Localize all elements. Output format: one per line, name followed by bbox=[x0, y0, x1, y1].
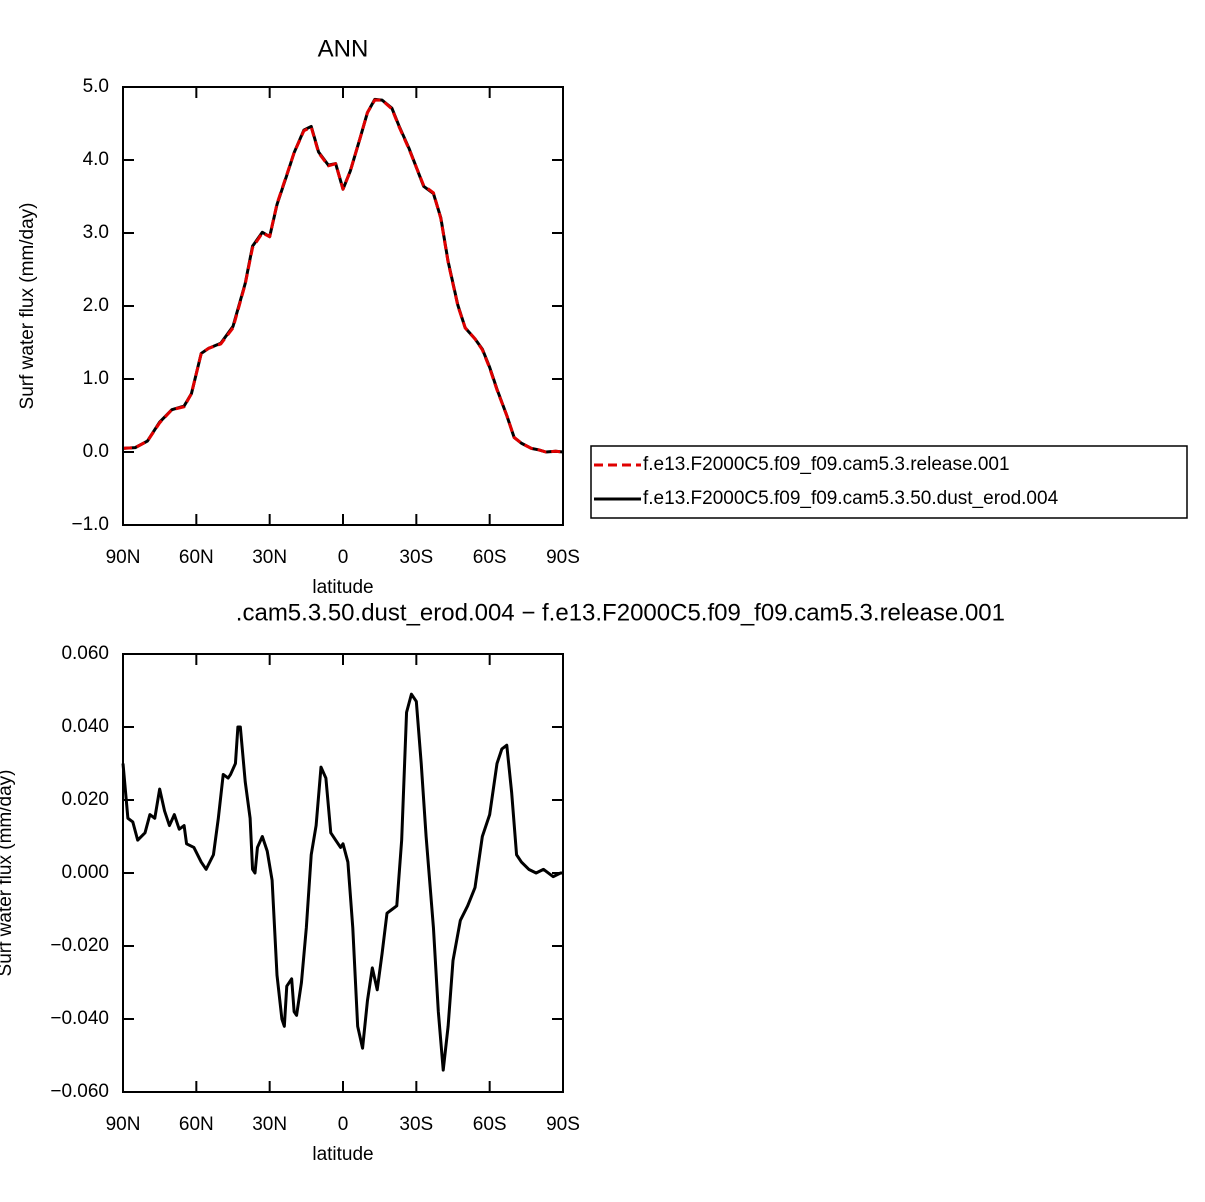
plot-frame bbox=[122, 86, 564, 526]
y-tick-label: 0.000 bbox=[61, 862, 109, 883]
x-tick-label: 30S bbox=[399, 1114, 433, 1135]
plot-frame bbox=[122, 653, 564, 1093]
x-tick-label: 30N bbox=[252, 547, 287, 568]
x-tick-label: 0 bbox=[338, 1114, 349, 1135]
y-tick-label: 0.0 bbox=[83, 441, 109, 462]
y-tick-label: 1.0 bbox=[83, 368, 109, 389]
x-tick-label: 30S bbox=[399, 547, 433, 568]
y-tick-label: 0.040 bbox=[61, 716, 109, 737]
x-tick-label: 30N bbox=[252, 1114, 287, 1135]
y-tick-label: −0.040 bbox=[50, 1008, 109, 1029]
y-tick-label: −0.060 bbox=[50, 1081, 109, 1102]
x-tick-label: 90S bbox=[546, 547, 580, 568]
x-tick-label: 60S bbox=[473, 547, 507, 568]
y-tick-label: 0.060 bbox=[61, 643, 109, 664]
x-tick-label: 90N bbox=[106, 1114, 141, 1135]
data-line bbox=[122, 98, 564, 454]
y-axis-label: Surf water flux (mm/day) bbox=[17, 203, 38, 410]
legend-label: f.e13.F2000C5.f09_f09.cam5.3.50.dust_ero… bbox=[643, 488, 1059, 509]
x-axis-label: latitude bbox=[312, 1144, 373, 1165]
y-tick-label: −0.020 bbox=[50, 935, 109, 956]
y-tick-label: 3.0 bbox=[83, 222, 109, 243]
x-tick-label: 60N bbox=[179, 547, 214, 568]
y-tick-label: 0.020 bbox=[61, 789, 109, 810]
data-line bbox=[121, 692, 563, 1072]
chart-title: ANN bbox=[318, 35, 369, 62]
legend-label: f.e13.F2000C5.f09_f09.cam5.3.release.001 bbox=[643, 454, 1010, 475]
y-tick-label: 2.0 bbox=[83, 295, 109, 316]
x-tick-label: 90S bbox=[546, 1114, 580, 1135]
x-axis-label: latitude bbox=[312, 577, 373, 598]
x-tick-label: 90N bbox=[106, 547, 141, 568]
y-tick-label: 4.0 bbox=[83, 149, 109, 170]
legend-box bbox=[590, 445, 1188, 519]
x-tick-label: 60S bbox=[473, 1114, 507, 1135]
y-axis-label: Surf water flux (mm/day) bbox=[0, 770, 16, 977]
x-tick-label: 0 bbox=[338, 547, 349, 568]
y-tick-label: −1.0 bbox=[71, 514, 109, 535]
x-tick-label: 60N bbox=[179, 1114, 214, 1135]
y-tick-label: 5.0 bbox=[83, 76, 109, 97]
chart-title: .cam5.3.50.dust_erod.004 − f.e13.F2000C5… bbox=[236, 599, 1005, 626]
